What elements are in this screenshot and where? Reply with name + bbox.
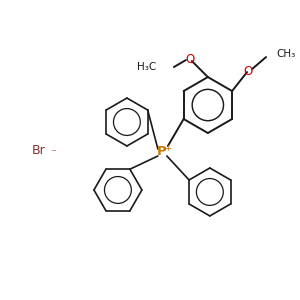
- Text: O: O: [243, 64, 253, 78]
- Text: CH₃: CH₃: [276, 49, 295, 59]
- Text: +: +: [164, 143, 172, 152]
- Text: H₃C: H₃C: [136, 62, 156, 72]
- Text: O: O: [185, 52, 194, 66]
- Text: P: P: [157, 146, 167, 158]
- Text: ⁻: ⁻: [50, 148, 56, 158]
- Text: Br: Br: [32, 143, 46, 157]
